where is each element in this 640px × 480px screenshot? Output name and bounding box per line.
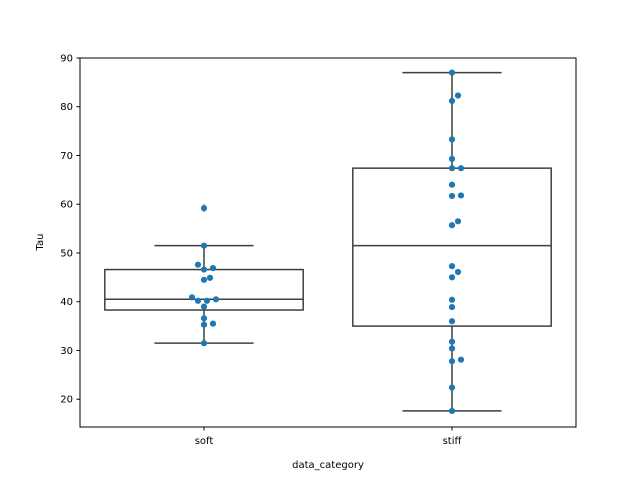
x-axis-label: data_category [292, 460, 364, 471]
data-point-stiff-6 [457, 165, 465, 172]
y-tick-label-40: 40 [60, 297, 73, 308]
data-point-stiff-20 [457, 356, 465, 363]
y-tick-label-80: 80 [60, 102, 73, 113]
data-point-stiff-23 [448, 407, 456, 415]
box-soft [104, 268, 304, 311]
data-point-soft-12 [200, 315, 208, 322]
data-point-soft-7 [188, 294, 196, 301]
data-point-soft-2 [194, 261, 202, 268]
data-point-stiff-21 [448, 358, 456, 365]
data-point-stiff-15 [448, 296, 456, 303]
data-point-stiff-16 [448, 303, 456, 311]
data-point-stiff-18 [448, 338, 456, 345]
data-point-stiff-0 [448, 69, 456, 76]
points-layer [188, 69, 465, 415]
y-tick-label-60: 60 [60, 200, 73, 211]
data-point-stiff-7 [448, 181, 456, 188]
data-point-stiff-2 [448, 97, 456, 104]
data-point-stiff-10 [454, 218, 462, 225]
y-tick-label-90: 90 [60, 54, 73, 65]
data-point-stiff-17 [448, 318, 456, 325]
data-point-soft-11 [200, 303, 208, 310]
data-point-stiff-1 [454, 92, 462, 99]
data-point-stiff-12 [448, 263, 456, 270]
data-point-soft-10 [194, 297, 202, 304]
plot-frame [79, 57, 577, 428]
x-tick-label-stiff: stiff [443, 436, 463, 447]
y-tick-label-30: 30 [60, 346, 73, 357]
data-point-soft-0 [200, 205, 208, 212]
data-point-soft-5 [206, 274, 214, 281]
y-tick-label-50: 50 [60, 248, 73, 259]
data-point-soft-1 [200, 242, 208, 249]
data-point-stiff-11 [448, 222, 456, 229]
x-tick-label-soft: soft [195, 436, 214, 447]
data-point-stiff-5 [448, 165, 456, 172]
data-point-stiff-22 [448, 384, 456, 391]
data-point-stiff-19 [448, 345, 456, 352]
data-point-stiff-13 [454, 268, 462, 276]
data-point-stiff-3 [448, 136, 456, 143]
data-point-soft-15 [200, 340, 208, 347]
data-point-stiff-14 [448, 274, 456, 281]
y-tick-label-20: 20 [60, 395, 73, 406]
data-point-soft-6 [200, 276, 208, 283]
data-point-soft-8 [212, 296, 220, 303]
y-axis-label: Tau [35, 234, 46, 252]
data-point-soft-13 [209, 320, 217, 327]
data-point-stiff-9 [448, 192, 456, 200]
y-tick-label-70: 70 [60, 151, 73, 162]
data-point-soft-9 [203, 297, 211, 304]
data-point-soft-4 [200, 266, 208, 273]
data-point-soft-14 [200, 321, 208, 328]
y-axis: 20 30 40 50 60 70 80 90 [60, 54, 80, 406]
data-point-stiff-4 [448, 155, 456, 163]
x-axis: soft stiff [195, 427, 463, 447]
boxes-layer [104, 71, 552, 412]
data-point-soft-3 [209, 264, 217, 272]
data-point-stiff-8 [457, 192, 465, 199]
